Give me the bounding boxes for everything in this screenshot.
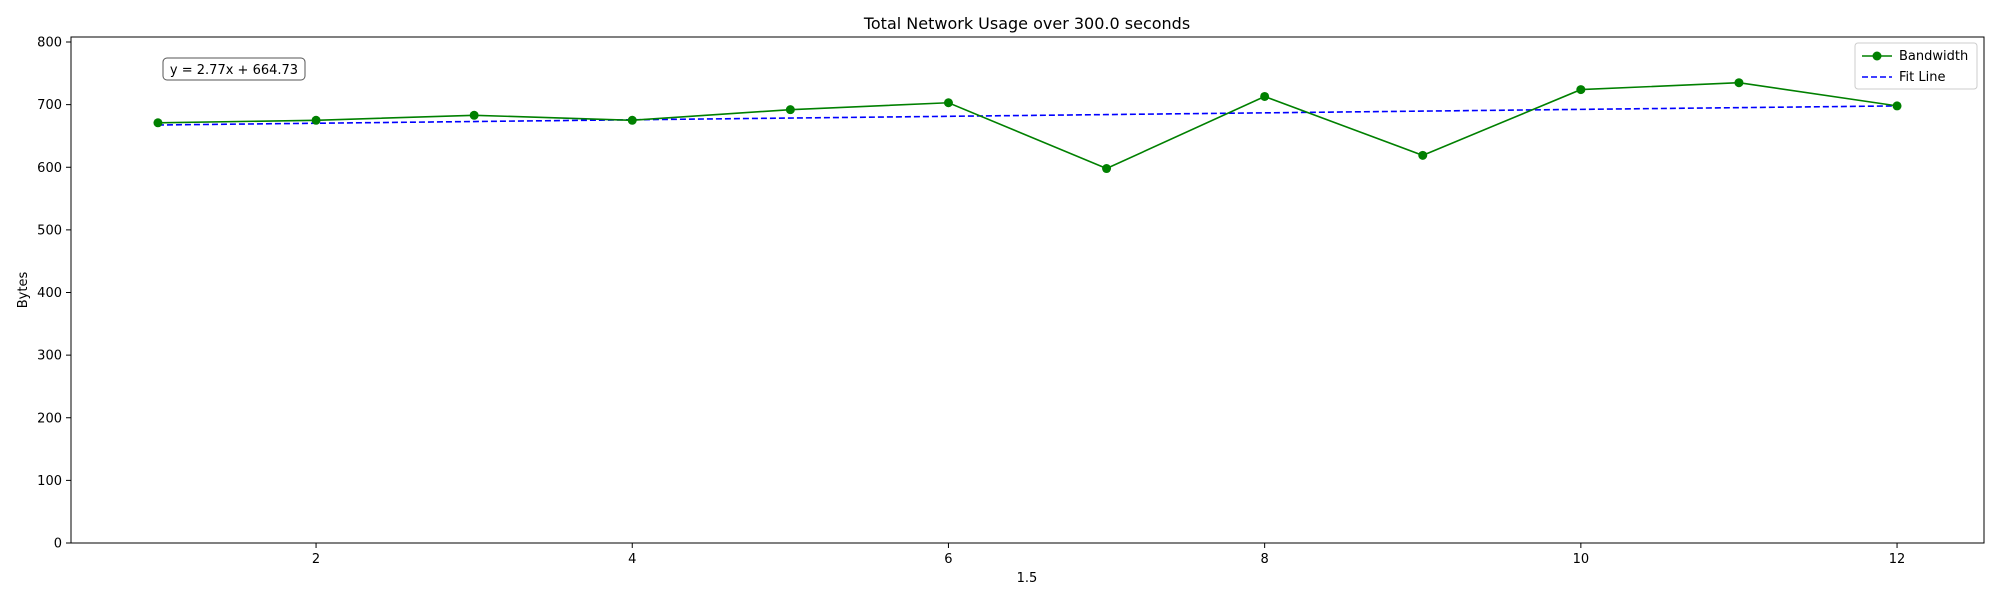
y-tick-label: 0	[54, 537, 62, 552]
y-tick-label: 600	[37, 161, 62, 176]
annotation-text: y = 2.77x + 664.73	[170, 63, 298, 78]
data-point	[1102, 164, 1112, 174]
y-axis-label: Bytes	[16, 272, 31, 309]
legend-bandwidth-label: Bandwidth	[1899, 49, 1968, 64]
series-line-bandwidth	[157, 81, 1898, 170]
y-tick-label: 100	[37, 474, 62, 489]
chart-title: Total Network Usage over 300.0 seconds	[863, 14, 1190, 33]
data-point	[627, 115, 637, 125]
data-point	[1418, 150, 1428, 160]
data-point	[469, 110, 479, 120]
x-tick-label: 2	[312, 552, 320, 567]
legend: Bandwidth Fit Line	[1854, 42, 1978, 90]
data-point	[943, 98, 953, 108]
x-tick-label: 10	[1573, 552, 1590, 567]
x-tick-label: 12	[1889, 552, 1906, 567]
data-point	[785, 105, 795, 115]
x-tick-label: 8	[1261, 552, 1269, 567]
data-point	[1892, 101, 1902, 111]
y-tick-label: 200	[37, 411, 62, 426]
annotation-box	[162, 57, 306, 81]
y-tick-label: 400	[37, 286, 62, 301]
legend-bandwidth-marker	[1872, 51, 1882, 61]
data-point	[311, 115, 321, 125]
data-point	[1734, 78, 1744, 88]
y-tick-label: 800	[37, 36, 62, 51]
data-point	[1260, 91, 1270, 101]
data-point	[1576, 85, 1586, 95]
legend-fit-line-label: Fit Line	[1899, 70, 1945, 85]
x-axis-label: 1.5	[1017, 571, 1038, 586]
y-axis-ticks: 0 100 200 300 400 500 600 700 800	[37, 36, 71, 552]
x-axis-ticks: 2 4 6 8 10 12	[312, 543, 1905, 567]
fit-equation-annotation: y = 2.77x + 664.73	[162, 57, 306, 81]
y-tick-label: 300	[37, 349, 62, 364]
x-tick-label: 6	[944, 552, 952, 567]
data-point	[153, 118, 163, 128]
series-layer	[153, 78, 1902, 174]
x-tick-label: 4	[628, 552, 636, 567]
series-line-fit-line	[157, 105, 1898, 126]
y-tick-label: 500	[37, 223, 62, 238]
plot-area-frame	[70, 36, 1985, 544]
y-tick-label: 700	[37, 98, 62, 113]
